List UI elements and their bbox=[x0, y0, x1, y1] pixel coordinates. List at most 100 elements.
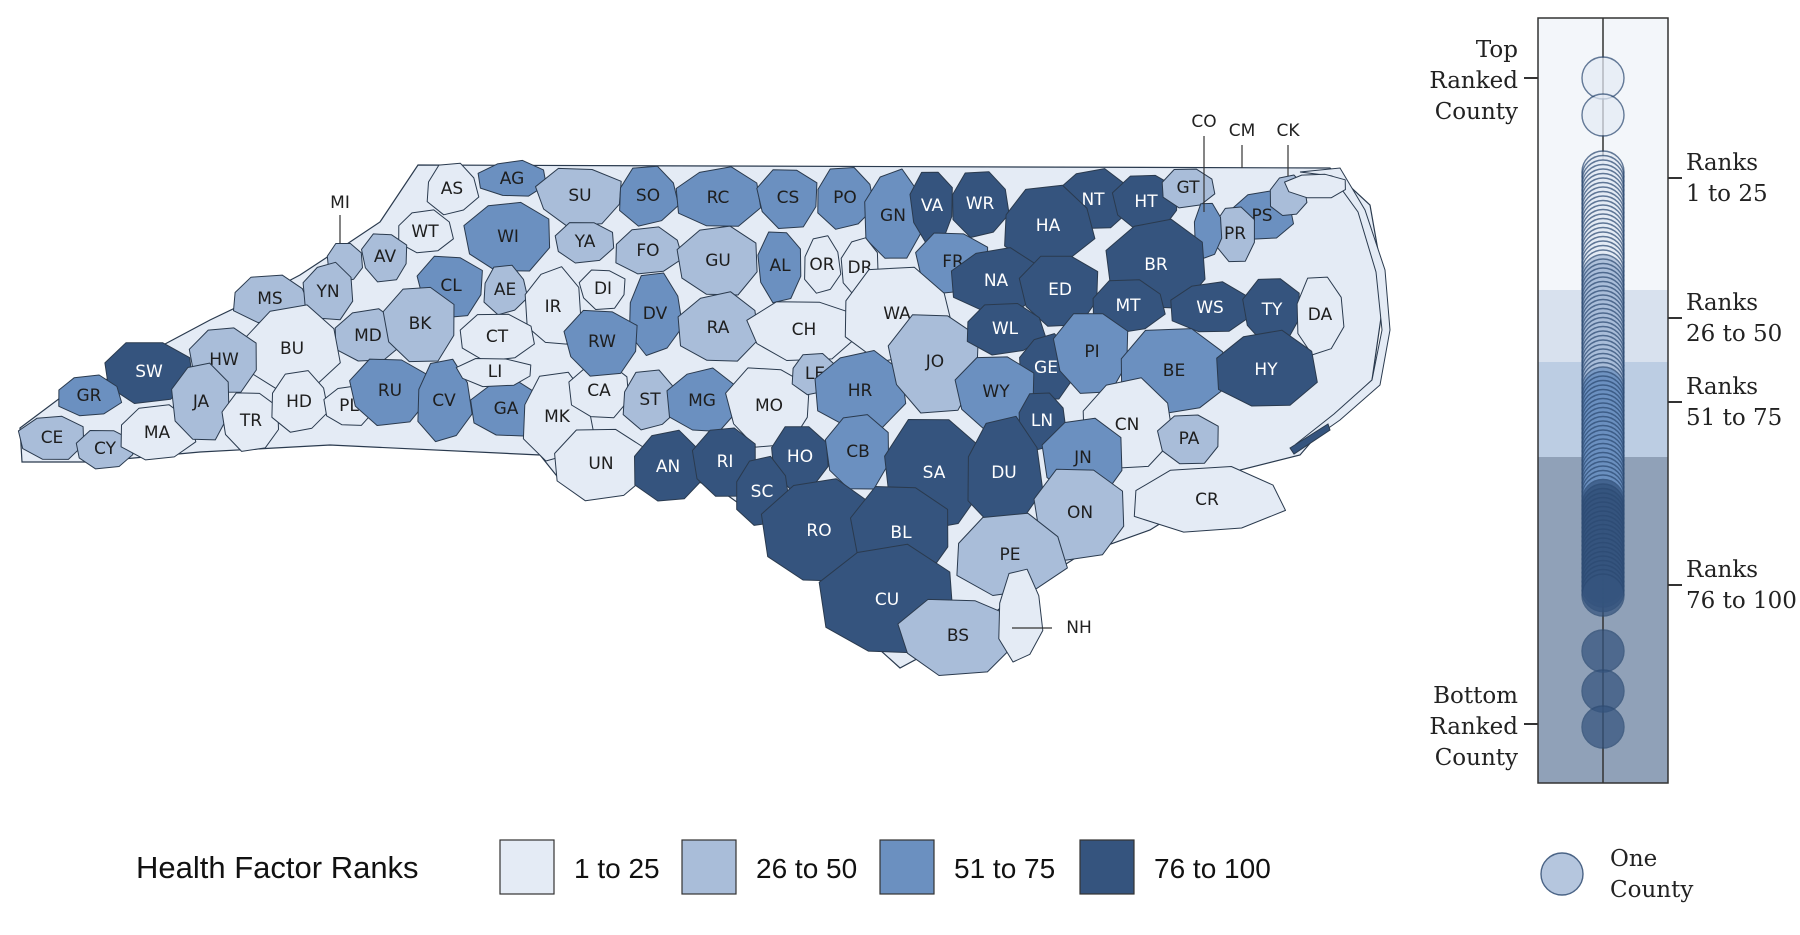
one-county-dot-icon bbox=[1540, 852, 1584, 896]
county-label-ws: WS bbox=[1196, 298, 1224, 318]
county-as bbox=[426, 162, 480, 216]
county-label-av: AV bbox=[374, 247, 397, 267]
county-label-al: AL bbox=[769, 256, 791, 276]
county-label-nt: NT bbox=[1081, 190, 1105, 210]
county-label-ed: ED bbox=[1048, 280, 1072, 300]
county-label-mi: MI bbox=[330, 193, 350, 213]
county-label-di: DI bbox=[594, 279, 612, 299]
legend-label-4: 76 to 100 bbox=[1154, 853, 1271, 884]
county-label-ty: TY bbox=[1261, 300, 1283, 320]
county-ce bbox=[17, 415, 85, 460]
county-or bbox=[804, 235, 842, 294]
county-label-rw: RW bbox=[588, 332, 616, 352]
county-label-so: SO bbox=[636, 186, 660, 206]
county-hy bbox=[1216, 329, 1318, 407]
rank-strip: Top Ranked County Bottom Ranked County Ranks 1 … bbox=[1429, 17, 1797, 903]
county-label-wr: WR bbox=[966, 194, 995, 214]
county-label-cb: CB bbox=[846, 442, 870, 462]
county-gr bbox=[58, 374, 123, 417]
top-ranked-label: Top Ranked County bbox=[1429, 37, 1518, 125]
county-label-po: PO bbox=[833, 188, 857, 208]
legend-label-1: 1 to 25 bbox=[574, 853, 660, 884]
county-label-ct: CT bbox=[486, 327, 509, 347]
county-label-ge: GE bbox=[1034, 358, 1058, 378]
county-label-as: AS bbox=[441, 179, 463, 199]
county-label-ag: AG bbox=[500, 169, 525, 189]
county-gt bbox=[1161, 168, 1216, 209]
county-label-md: MD bbox=[354, 326, 382, 346]
callout-layer: CO CM CK MI NH bbox=[330, 112, 1300, 638]
county-label-pi: PI bbox=[1084, 342, 1099, 362]
county-an bbox=[634, 429, 705, 502]
county-cb bbox=[824, 414, 890, 490]
county-label-ra: RA bbox=[707, 318, 730, 338]
county-label-hy: HY bbox=[1254, 360, 1278, 380]
county-label-yn: YN bbox=[315, 282, 339, 302]
county-label-wt: WT bbox=[411, 222, 439, 242]
county-label-sa: SA bbox=[923, 463, 946, 483]
county-hd bbox=[271, 370, 329, 433]
county-rank-dot bbox=[1581, 573, 1625, 617]
legend-swatch-2 bbox=[681, 839, 737, 895]
county-label-gt: GT bbox=[1177, 178, 1201, 198]
county-label-dv: DV bbox=[643, 304, 668, 324]
county-fo bbox=[615, 226, 684, 275]
county-cs bbox=[756, 169, 818, 229]
county-label-un: UN bbox=[588, 454, 613, 474]
county-nh bbox=[998, 568, 1044, 663]
county-label-be: BE bbox=[1163, 361, 1185, 381]
county-po bbox=[817, 167, 875, 230]
county-label-ho: HO bbox=[787, 447, 813, 467]
legend-label-2: 26 to 50 bbox=[756, 853, 857, 884]
county-pa bbox=[1157, 414, 1219, 465]
county-label-sw: SW bbox=[135, 362, 163, 382]
county-bk bbox=[382, 286, 455, 363]
county-ws bbox=[1170, 281, 1252, 333]
county-al bbox=[757, 231, 802, 304]
legend-title: Health Factor Ranks bbox=[136, 850, 419, 885]
county-label-ja: JA bbox=[192, 392, 210, 412]
county-label-ps: PS bbox=[1251, 206, 1272, 226]
county-label-cl: CL bbox=[440, 276, 462, 296]
county-ae bbox=[483, 264, 529, 316]
county-label-cm: CM bbox=[1229, 121, 1256, 141]
county-label-wl: WL bbox=[992, 319, 1019, 339]
legend-label-3: 51 to 75 bbox=[954, 853, 1055, 884]
county-label-co: CO bbox=[1191, 112, 1216, 132]
county-label-ya: YA bbox=[574, 232, 596, 252]
county-label-mo: MO bbox=[755, 396, 783, 416]
county-li bbox=[455, 358, 532, 388]
county-label-rc: RC bbox=[707, 188, 730, 208]
county-label-li: LI bbox=[488, 362, 503, 382]
county-label-na: NA bbox=[984, 271, 1009, 291]
county-label-gr: GR bbox=[77, 386, 102, 406]
county-label-gu: GU bbox=[705, 251, 731, 271]
legend: Health Factor Ranks 1 to 25 26 to 50 51 to … bbox=[136, 839, 1271, 895]
county-label-wa: WA bbox=[883, 304, 911, 324]
county-wi bbox=[463, 201, 551, 272]
county-label-ir: IR bbox=[545, 297, 562, 317]
county-label-wi: WI bbox=[497, 227, 519, 247]
county-label-ce: CE bbox=[41, 428, 64, 448]
band-label-4: Ranks 76 to 100 bbox=[1686, 557, 1797, 614]
county-ya bbox=[554, 222, 615, 264]
county-ja bbox=[171, 362, 230, 441]
county-label-cy: CY bbox=[94, 439, 117, 459]
county-label-pe: PE bbox=[1000, 545, 1021, 565]
county-label-da: DA bbox=[1308, 305, 1333, 325]
county-label-ck: CK bbox=[1276, 121, 1300, 141]
county-rank-dot bbox=[1581, 93, 1625, 137]
county-label-bl: BL bbox=[890, 523, 912, 543]
county-label-an: AN bbox=[656, 457, 680, 477]
band-label-1: Ranks 1 to 25 bbox=[1686, 150, 1768, 207]
county-label-ae: AE bbox=[494, 280, 516, 300]
county-so bbox=[619, 165, 680, 227]
county-rank-dot bbox=[1581, 629, 1625, 673]
county-da bbox=[1296, 276, 1345, 356]
county-cr bbox=[1133, 466, 1286, 533]
county-label-cu: CU bbox=[875, 590, 899, 610]
county-label-ha: HA bbox=[1036, 216, 1061, 236]
county-label-hw: HW bbox=[209, 350, 239, 370]
county-label-nh: NH bbox=[1066, 618, 1092, 638]
